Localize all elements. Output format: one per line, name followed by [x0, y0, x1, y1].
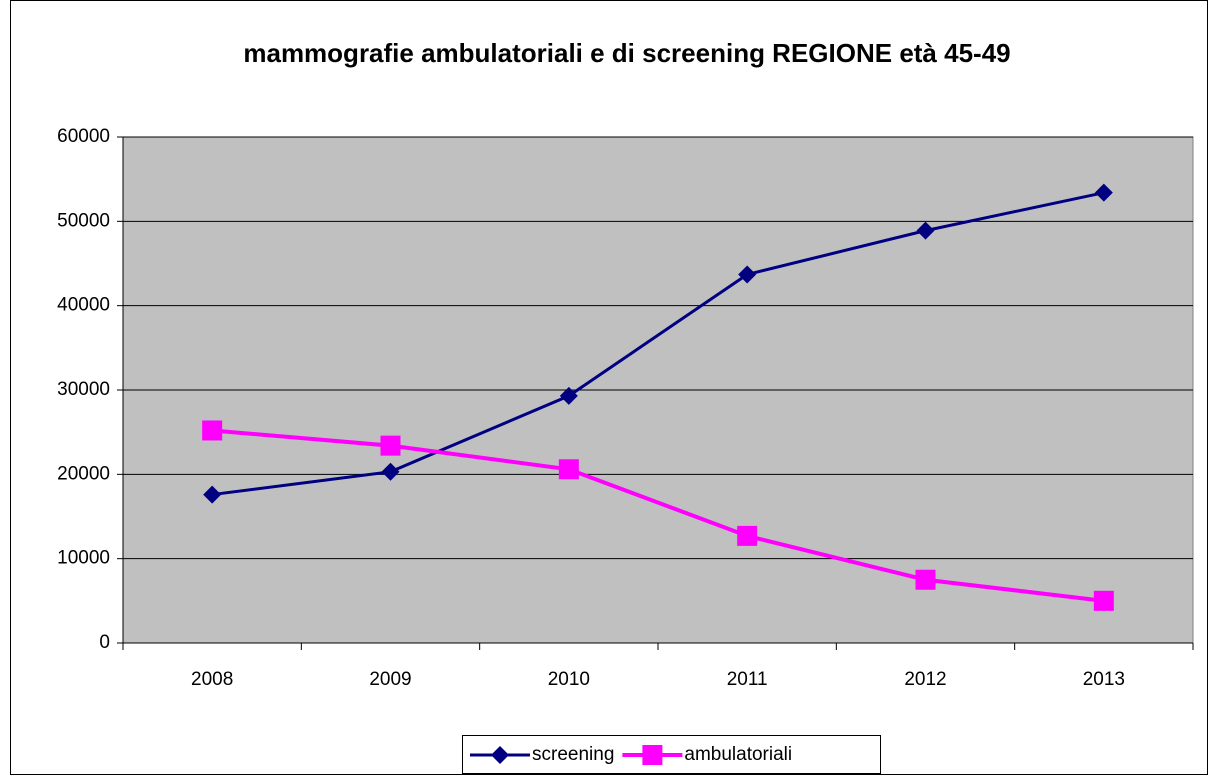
data-point [381, 462, 400, 481]
y-tick-label: 30000 [57, 379, 110, 400]
data-point [202, 420, 223, 441]
x-tick-label: 2010 [548, 669, 590, 690]
data-point [737, 525, 758, 546]
legend-label: screening [532, 744, 614, 765]
data-point [203, 485, 222, 504]
series-line [211, 191, 1105, 497]
y-tick-label: 60000 [57, 126, 110, 147]
legend-marker [491, 746, 509, 764]
data-point [380, 435, 401, 456]
x-tick-label: 2008 [191, 669, 233, 690]
series-line [211, 428, 1105, 603]
data-point [559, 386, 578, 405]
chart-title: mammografie ambulatoriali e di screening… [243, 38, 1010, 68]
data-point [558, 459, 579, 480]
x-tick-label: 2009 [369, 669, 411, 690]
y-tick-label: 0 [99, 632, 110, 653]
y-tick-label: 10000 [57, 548, 110, 569]
data-point [738, 265, 757, 284]
y-tick-label: 40000 [57, 295, 110, 316]
data-point [1093, 590, 1114, 611]
x-tick-label: 2011 [727, 669, 768, 690]
x-tick-label: 2013 [1083, 669, 1125, 690]
legend-marker [642, 745, 663, 765]
data-point [916, 221, 935, 240]
y-tick-label: 20000 [57, 463, 110, 484]
legend-label: ambulatoriali [684, 744, 792, 765]
x-tick-label: 2012 [904, 669, 946, 690]
data-point [1094, 183, 1113, 202]
y-tick-label: 50000 [57, 210, 110, 231]
data-point [915, 569, 936, 590]
